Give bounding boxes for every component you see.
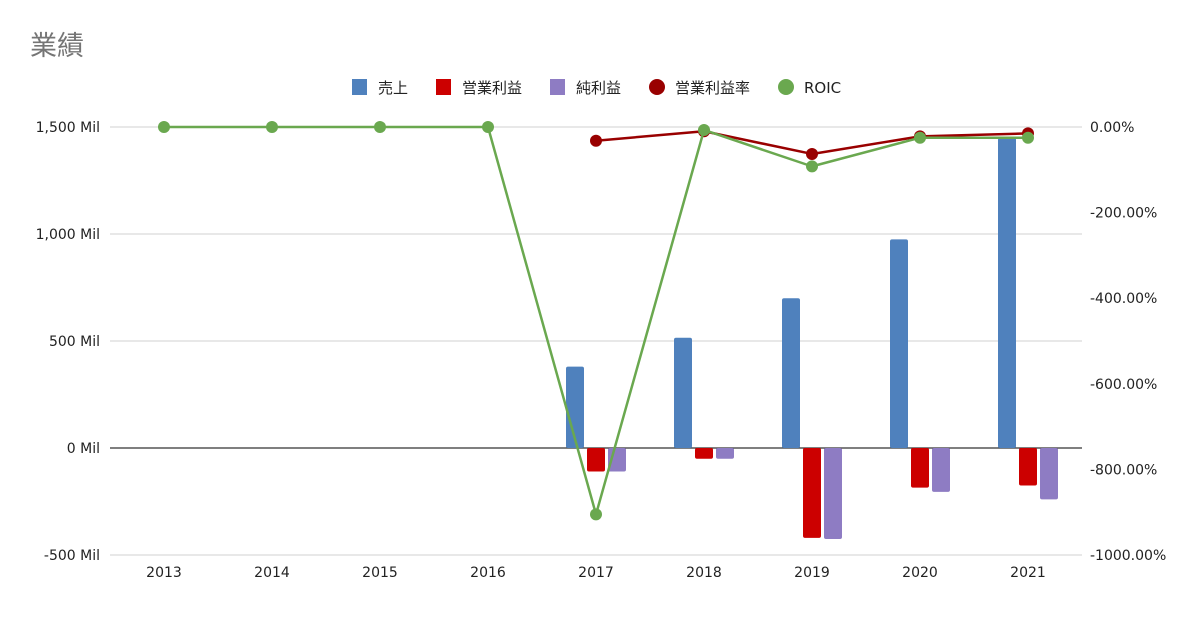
x-tick-label: 2018 — [686, 565, 722, 581]
y-right-tick-label: -200.00% — [1090, 206, 1157, 222]
x-tick-label: 2015 — [362, 565, 398, 581]
legend-label: 営業利益率 — [675, 79, 750, 97]
bar-売上 — [566, 366, 584, 448]
y-left-tick-label: 500 Mil — [49, 334, 100, 350]
legend-swatch — [436, 79, 451, 95]
x-tick-label: 2019 — [794, 565, 830, 581]
point-ROIC — [590, 508, 602, 521]
point-営業利益率 — [590, 134, 602, 147]
legend-label: 売上 — [378, 79, 408, 97]
y-right-tick-label: 0.00% — [1090, 120, 1134, 136]
x-tick-label: 2014 — [254, 565, 290, 581]
legend-swatch — [778, 79, 794, 95]
bar-純利益 — [824, 448, 842, 539]
legend-label: 営業利益 — [462, 79, 522, 97]
point-ROIC — [482, 121, 494, 133]
x-tick-label: 2013 — [146, 565, 182, 581]
point-営業利益率 — [806, 147, 818, 160]
y-left-tick-label: 0 Mil — [67, 441, 100, 457]
y-right-tick-label: -800.00% — [1090, 462, 1157, 478]
y-left-tick-label: 1,000 Mil — [36, 227, 100, 243]
point-ROIC — [698, 123, 710, 136]
bar-営業利益 — [803, 448, 821, 538]
bar-売上 — [890, 239, 908, 448]
bar-営業利益 — [695, 448, 713, 459]
x-tick-label: 2021 — [1010, 565, 1046, 581]
legend-swatch — [550, 79, 565, 95]
point-ROIC — [158, 121, 170, 133]
bar-営業利益 — [911, 448, 929, 488]
point-ROIC — [806, 160, 818, 173]
bar-純利益 — [1040, 448, 1058, 500]
y-right-tick-label: -1000.00% — [1090, 548, 1166, 564]
x-tick-label: 2017 — [578, 565, 614, 581]
y-left-tick-label: -500 Mil — [44, 548, 100, 564]
legend-label: 純利益 — [576, 79, 621, 97]
chart-title: 業績 — [30, 31, 84, 62]
bar-営業利益 — [587, 448, 605, 472]
x-tick-label: 2020 — [902, 565, 938, 581]
y-right-tick-label: -400.00% — [1090, 291, 1157, 307]
bar-純利益 — [716, 448, 734, 459]
bar-売上 — [674, 337, 692, 448]
legend-swatch — [352, 79, 367, 95]
point-ROIC — [374, 121, 386, 133]
bar-純利益 — [932, 448, 950, 492]
point-ROIC — [1022, 131, 1034, 144]
bar-売上 — [998, 137, 1016, 448]
legend-swatch — [649, 79, 665, 95]
bar-営業利益 — [1019, 448, 1037, 486]
x-tick-label: 2016 — [470, 565, 506, 581]
point-ROIC — [266, 121, 278, 133]
legend-label: ROIC — [804, 79, 841, 97]
bar-売上 — [782, 298, 800, 448]
y-left-tick-label: 1,500 Mil — [36, 120, 100, 136]
point-ROIC — [914, 131, 926, 144]
y-right-tick-label: -600.00% — [1090, 377, 1157, 393]
